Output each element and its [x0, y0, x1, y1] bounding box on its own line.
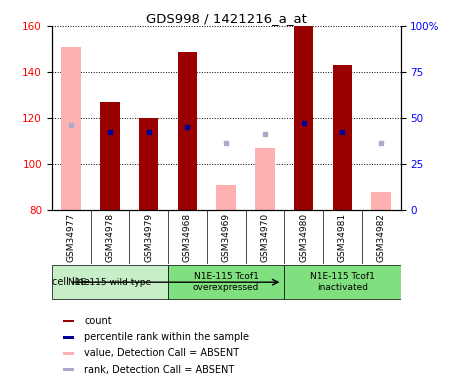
Text: GSM34969: GSM34969	[221, 213, 230, 262]
Bar	[62, 47, 81, 210]
Bar	[178, 51, 197, 210]
Text: count: count	[84, 316, 112, 326]
Bar	[333, 65, 352, 210]
Text: percentile rank within the sample: percentile rank within the sample	[84, 332, 249, 342]
Bar	[255, 148, 274, 210]
Bar	[371, 192, 391, 210]
Bar	[294, 26, 313, 210]
Bar	[63, 368, 74, 371]
Text: GSM34970: GSM34970	[261, 213, 270, 262]
Bar	[168, 265, 284, 299]
Text: N1E-115 wild type: N1E-115 wild type	[68, 278, 152, 286]
Text: GSM34977: GSM34977	[67, 213, 76, 262]
Text: GSM34979: GSM34979	[144, 213, 153, 262]
Text: GSM34980: GSM34980	[299, 213, 308, 262]
Text: rank, Detection Call = ABSENT: rank, Detection Call = ABSENT	[84, 364, 234, 375]
Text: GSM34982: GSM34982	[377, 213, 386, 262]
Title: GDS998 / 1421216_a_at: GDS998 / 1421216_a_at	[146, 12, 306, 25]
Bar	[63, 352, 74, 355]
Bar	[100, 102, 120, 210]
Bar	[139, 118, 158, 210]
Text: cell line: cell line	[52, 277, 90, 287]
Bar	[284, 265, 400, 299]
Text: value, Detection Call = ABSENT: value, Detection Call = ABSENT	[84, 348, 239, 358]
Bar	[52, 265, 168, 299]
Bar	[63, 320, 74, 322]
Text: GSM34978: GSM34978	[105, 213, 114, 262]
Text: GSM34981: GSM34981	[338, 213, 347, 262]
Text: N1E-115 Tcof1
overexpressed: N1E-115 Tcof1 overexpressed	[193, 273, 259, 292]
Bar	[63, 336, 74, 339]
Bar	[216, 185, 236, 210]
Text: N1E-115 Tcof1
inactivated: N1E-115 Tcof1 inactivated	[310, 273, 375, 292]
Text: GSM34968: GSM34968	[183, 213, 192, 262]
